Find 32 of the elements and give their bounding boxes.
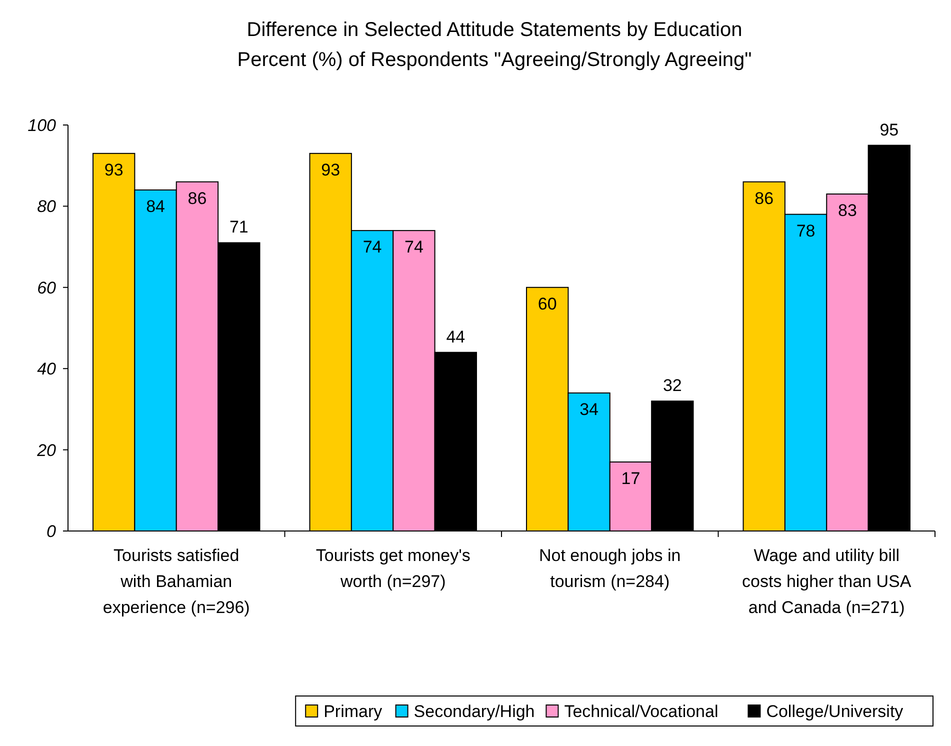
x-tick-label: Wage and utility bill costs higher than USA and Canada (n=271) — [742, 546, 912, 617]
y-tick-label: 0 — [46, 522, 57, 541]
y-tick-label: 100 — [28, 116, 57, 135]
data-label: 83 — [838, 201, 857, 220]
y-tick-label: 20 — [36, 440, 57, 460]
data-label: 95 — [880, 120, 899, 140]
data-label: 86 — [754, 188, 774, 208]
legend-label: Technical/Vocational — [564, 702, 718, 721]
data-label: 34 — [580, 400, 598, 419]
legend-label: Primary — [324, 702, 383, 721]
data-label: 74 — [362, 238, 382, 257]
data-label: 71 — [229, 218, 248, 237]
legend-label: College/University — [766, 702, 904, 721]
y-tick-label: 80 — [37, 197, 57, 216]
x-tick-label: Not enough jobs in tourism (n=284) — [538, 546, 681, 591]
data-label: 93 — [104, 160, 124, 180]
data-label: 32 — [662, 376, 682, 396]
y-tick-label: 40 — [37, 360, 57, 379]
data-label: 60 — [538, 294, 557, 314]
chart-title: Difference in Selected Attitude Statements by Education — [246, 19, 742, 41]
data-label: 84 — [146, 196, 165, 216]
data-label: 44 — [446, 327, 466, 346]
legend-label: Secondary/High — [414, 702, 535, 721]
data-label: 17 — [621, 468, 640, 488]
chart-subtitle: Percent (%) of Respondents "Agreeing/Strongly Agreeing" — [237, 49, 752, 71]
data-label: 93 — [321, 160, 340, 180]
data-label: 74 — [404, 238, 424, 257]
data-label: 86 — [188, 188, 207, 208]
x-tick-label: Tourists satisfied with Bahamian experience (n=296) — [102, 546, 250, 617]
y-tick-label: 60 — [37, 278, 57, 298]
data-label: 78 — [796, 221, 816, 240]
x-tick-label: Tourists get money's worth (n=297) — [316, 546, 470, 591]
